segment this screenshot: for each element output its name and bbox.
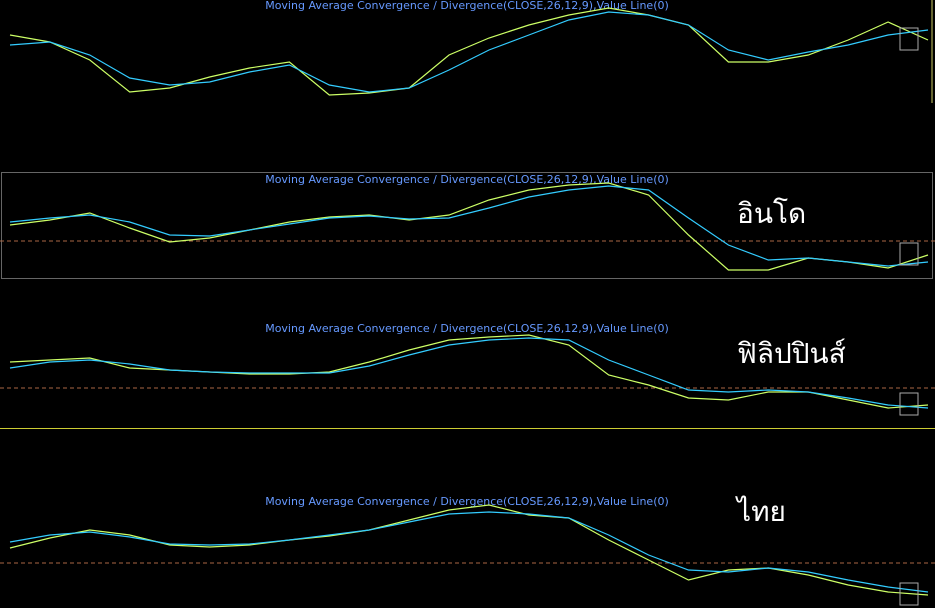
series-line — [9, 11, 929, 93]
panel-annotation: ฟิลิปปินส์ — [737, 337, 846, 370]
panel-title: Moving Average Convergence / Divergence(… — [265, 322, 669, 335]
panel-annotation: ไทย — [735, 495, 786, 528]
cursor-box — [899, 392, 919, 416]
panel-title: Moving Average Convergence / Divergence(… — [265, 0, 669, 12]
series-line — [9, 334, 929, 409]
panel-title: Moving Average Convergence / Divergence(… — [265, 173, 669, 186]
series-line — [9, 7, 929, 96]
cursor-box — [899, 27, 919, 51]
series-line — [9, 182, 929, 271]
cursor-box — [899, 582, 919, 606]
series-line — [9, 337, 929, 409]
series-line — [9, 511, 929, 593]
series-line — [9, 185, 929, 267]
cursor-box — [899, 242, 919, 266]
panel-title: Moving Average Convergence / Divergence(… — [265, 495, 669, 508]
panel-border — [1, 172, 933, 279]
panel-annotation: อินโด — [737, 197, 806, 230]
